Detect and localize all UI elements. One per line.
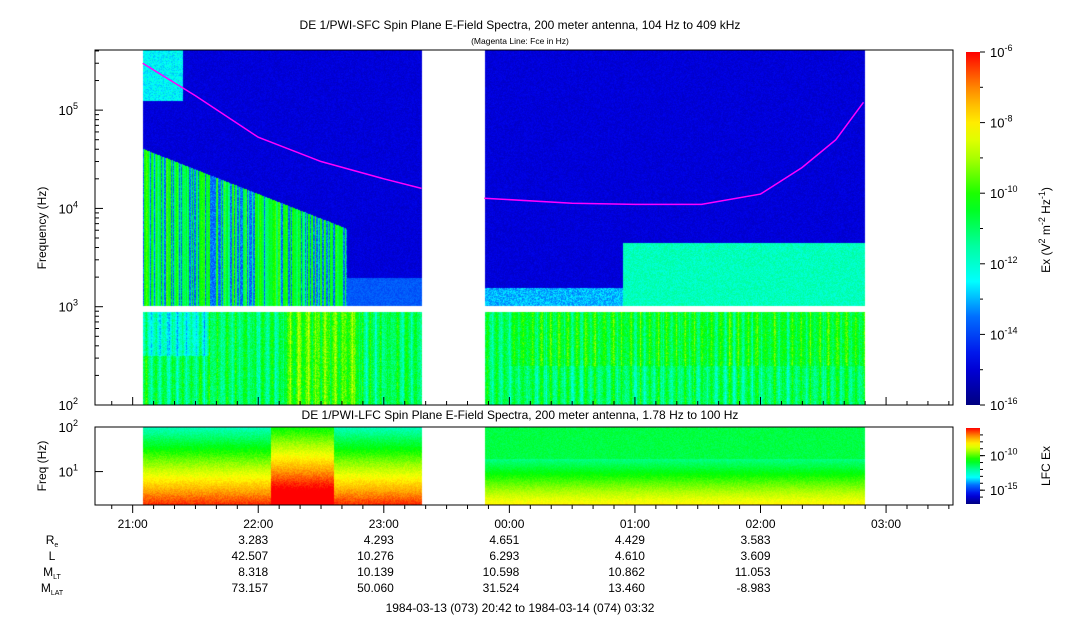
top-y-axis-label: Frequency (Hz) xyxy=(35,187,49,270)
colorbar-tick-label: 10-6 xyxy=(990,43,1012,60)
top-colorbar-label: Ex (V2 m-2 Hz-1) xyxy=(1037,187,1053,273)
fce-line-segment-1 xyxy=(142,62,422,190)
ephemeris-row-label: MLT xyxy=(43,565,61,581)
bottom-y-axis-label: Freq (Hz) xyxy=(35,441,49,492)
ephemeris-value: 8.318 xyxy=(238,565,268,579)
ephemeris-row-label: Re xyxy=(46,533,59,549)
colorbar-tick-label: 10-14 xyxy=(990,325,1017,342)
bottom-panel-frame xyxy=(94,426,954,506)
y-tick-label: 103 xyxy=(59,298,78,315)
y-tick-label: 102 xyxy=(59,418,78,435)
ephemeris-value: 10.598 xyxy=(483,565,520,579)
ephemeris-value: 11.053 xyxy=(735,565,771,579)
colorbar-tick-label: 10-10 xyxy=(990,447,1017,464)
colorbar-tick-label: 10-10 xyxy=(990,184,1017,201)
ephemeris-value: 3.609 xyxy=(740,549,770,563)
ephemeris-value: 42.507 xyxy=(232,549,269,563)
ephemeris-value: 4.429 xyxy=(615,533,645,547)
ephemeris-value: 4.293 xyxy=(364,533,394,547)
ephemeris-value: 4.651 xyxy=(489,533,519,547)
time-range-label: 1984-03-13 (073) 20:42 to 1984-03-14 (07… xyxy=(386,601,655,615)
y-tick-label: 105 xyxy=(59,101,78,118)
ephemeris-value: -8.983 xyxy=(736,581,770,595)
fce-line-segment-2 xyxy=(484,101,865,206)
ephemeris-value: 10.276 xyxy=(357,549,394,563)
x-tick-label: 03:00 xyxy=(871,517,901,531)
x-tick-label: 00:00 xyxy=(494,517,524,531)
top-panel-frame xyxy=(94,49,954,406)
top-panel-subtitle: (Magenta Line: Fce in Hz) xyxy=(471,36,569,46)
ephemeris-row-label: L xyxy=(49,549,56,563)
x-tick-label: 22:00 xyxy=(243,517,273,531)
ephemeris-value: 31.524 xyxy=(483,581,520,595)
ephemeris-value: 3.283 xyxy=(238,533,268,547)
ephemeris-value: 10.139 xyxy=(357,565,394,579)
ephemeris-value: 6.293 xyxy=(489,549,519,563)
x-tick-label: 02:00 xyxy=(745,517,775,531)
colorbar-tick-label: 10-16 xyxy=(990,396,1017,413)
bottom-colorbar xyxy=(966,428,980,504)
x-tick-label: 01:00 xyxy=(620,517,650,531)
bottom-panel-title: DE 1/PWI-LFC Spin Plane E-Field Spectra,… xyxy=(302,408,739,422)
ephemeris-value: 73.157 xyxy=(232,581,269,595)
ephemeris-value: 3.583 xyxy=(740,533,770,547)
ephemeris-row-label: MLAT xyxy=(41,581,64,597)
x-tick-label: 21:00 xyxy=(118,517,148,531)
colorbar-tick-label: 10-8 xyxy=(990,114,1012,131)
colorbar-tick-label: 10-15 xyxy=(990,481,1017,498)
y-tick-label: 104 xyxy=(59,199,78,216)
top-panel-title: DE 1/PWI-SFC Spin Plane E-Field Spectra,… xyxy=(300,18,741,32)
ephemeris-value: 4.610 xyxy=(615,549,645,563)
bottom-colorbar-label: LFC Ex xyxy=(1039,446,1053,486)
y-tick-label: 101 xyxy=(59,463,78,480)
top-colorbar xyxy=(966,52,980,405)
ephemeris-value: 13.460 xyxy=(608,581,645,595)
ephemeris-value: 50.060 xyxy=(357,581,394,595)
ephemeris-value: 10.862 xyxy=(608,565,645,579)
colorbar-tick-label: 10-12 xyxy=(990,255,1017,272)
x-tick-label: 23:00 xyxy=(369,517,399,531)
y-tick-label: 102 xyxy=(59,396,78,413)
